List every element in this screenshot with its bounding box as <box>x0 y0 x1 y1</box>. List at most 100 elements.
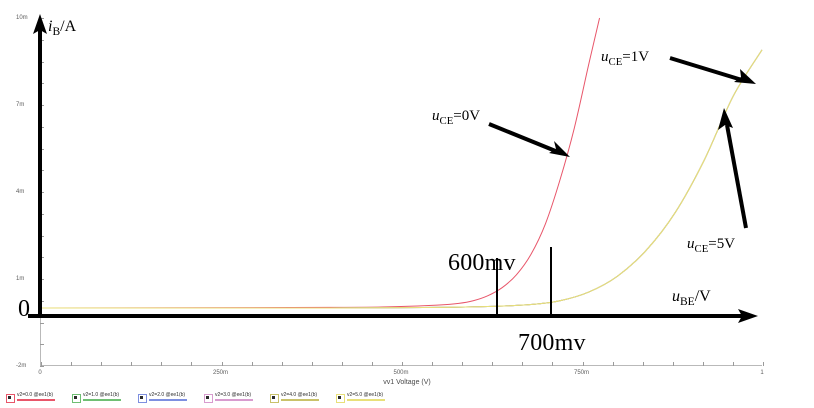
legend-label: v2=4.0 @ee1(b) <box>281 391 318 398</box>
marker-label-600mv: 600mv <box>448 250 516 276</box>
x-axis-tick <box>101 362 103 366</box>
y-axis-unit: /A <box>60 18 77 35</box>
legend-color-swatch <box>215 398 253 401</box>
x-axis-tick <box>522 362 524 366</box>
x-tick-label: 500m <box>393 370 409 376</box>
x-tick-label: 250m <box>212 370 229 376</box>
legend-item[interactable]: v2=5.0 @ee1(b) <box>336 392 385 403</box>
legend-label: v2=3.0 @ee1(b) <box>215 391 252 398</box>
x-axis-tick <box>582 362 584 366</box>
x-axis-symbol: u <box>672 288 680 305</box>
x-axis-tick <box>402 362 403 366</box>
x-tick-label: 750m <box>573 370 590 376</box>
legend-label: v2=0.0 @ee1(b) <box>17 391 54 398</box>
marker-label-700mv: 700mv <box>518 330 586 356</box>
legend[interactable]: v2=0.0 @ee1(b) v2=1.0 @ee1(b) v2=2.0 @ee1(… <box>6 390 806 404</box>
legend-item[interactable]: v2=0.0 @ee1(b) <box>6 392 55 403</box>
arrow-line-uce0v <box>488 122 559 154</box>
x-axis-unit: /V <box>694 288 711 305</box>
y-tick-label: -2m <box>16 363 27 369</box>
x-axis-arrowhead <box>738 309 758 323</box>
x-axis-tick <box>763 362 764 366</box>
x-axis-title: vv1 Voltage (V) <box>383 379 431 386</box>
uce-5v-symbol: u <box>687 236 695 252</box>
x-axis-tick <box>462 362 464 366</box>
legend-label: v2=1.0 @ee1(b) <box>83 391 120 398</box>
uce-0v-symbol: u <box>432 108 440 124</box>
legend-checkbox[interactable] <box>72 393 81 403</box>
y-axis-tick <box>40 18 44 19</box>
arrow-head-uce5v <box>718 108 733 130</box>
curve-series-5 <box>39 49 763 309</box>
x-tick-label: 1 <box>760 370 764 376</box>
annotation-uce-0v: uCE=0V <box>432 108 480 127</box>
x-axis-tick <box>371 362 373 366</box>
x-axis-tick <box>552 362 554 366</box>
x-axis-tick <box>432 362 434 366</box>
x-axis-tick <box>191 362 193 366</box>
x-axis-tick <box>41 362 42 366</box>
x-axis-tick <box>311 362 313 366</box>
y-axis-tick <box>40 344 44 346</box>
legend-item[interactable]: v2=3.0 @ee1(b) <box>204 392 253 403</box>
x-axis-tick <box>71 362 73 366</box>
legend-checkbox[interactable] <box>6 393 15 403</box>
legend-color-swatch <box>281 398 319 401</box>
annotation-uce-5v: uCE=5V <box>687 236 735 255</box>
x-axis-tick <box>612 362 614 366</box>
legend-checkbox[interactable] <box>138 393 147 403</box>
legend-checkbox[interactable] <box>336 393 345 403</box>
origin-label: 0 <box>18 296 30 322</box>
legend-item[interactable]: v2=1.0 @ee1(b) <box>72 392 121 403</box>
uce-5v-subscript: CE <box>694 243 709 255</box>
annotation-uce-1v: uCE=1V <box>601 49 649 68</box>
legend-color-swatch <box>347 398 385 401</box>
y-axis-tick <box>40 366 44 367</box>
x-axis-tick <box>161 362 163 366</box>
x-axis-tick <box>702 362 704 366</box>
curve-series-0 <box>39 17 601 309</box>
legend-color-swatch <box>149 398 187 401</box>
legend-color-swatch <box>83 398 121 401</box>
arrow-line-uce1v <box>669 56 743 82</box>
legend-checkbox[interactable] <box>270 393 279 403</box>
legend-label: v2=2.0 @ee1(b) <box>149 391 186 398</box>
y-axis-subscript: B <box>52 26 61 39</box>
legend-item[interactable]: v2=2.0 @ee1(b) <box>138 392 187 403</box>
x-axis-tick <box>221 362 223 366</box>
x-axis-tick <box>131 362 133 366</box>
x-tick-label: 0 <box>38 370 42 376</box>
legend-checkbox[interactable] <box>204 393 213 403</box>
uce-1v-value: =1V <box>622 49 650 65</box>
x-axis-tick <box>642 362 644 366</box>
x-axis-tick <box>251 362 253 366</box>
y-tick-label: 10m <box>16 15 28 21</box>
legend-item[interactable]: v2=4.0 @ee1(b) <box>270 392 319 403</box>
legend-color-swatch <box>17 398 55 401</box>
x-axis-tick <box>732 362 734 366</box>
x-axis-tick <box>341 362 343 366</box>
uce-0v-subscript: CE <box>439 115 454 127</box>
legend-label: v2=5.0 @ee1(b) <box>347 391 384 398</box>
y-tick-label: 4m <box>16 189 25 195</box>
x-axis-label: uBE/V <box>672 288 711 308</box>
uce-0v-value: =0V <box>453 108 481 124</box>
y-tick-label: 1m <box>16 276 25 282</box>
x-axis-subscript: BE <box>680 296 695 309</box>
x-axis-tick <box>492 362 494 366</box>
y-axis-tick <box>40 322 44 324</box>
y-axis-symbol: i <box>48 18 53 35</box>
y-axis-arrowhead <box>33 14 47 34</box>
arrow-line-uce5v <box>725 124 748 229</box>
y-axis-label: iB/A <box>48 18 76 38</box>
x-axis-tick <box>672 362 674 366</box>
uce-5v-value: =5V <box>708 236 736 252</box>
uce-1v-subscript: CE <box>608 56 623 68</box>
x-axis-tick <box>281 362 283 366</box>
y-tick-label: 7m <box>16 102 25 108</box>
uce-1v-symbol: u <box>601 49 609 65</box>
arrow-head-uce1v <box>734 69 756 84</box>
